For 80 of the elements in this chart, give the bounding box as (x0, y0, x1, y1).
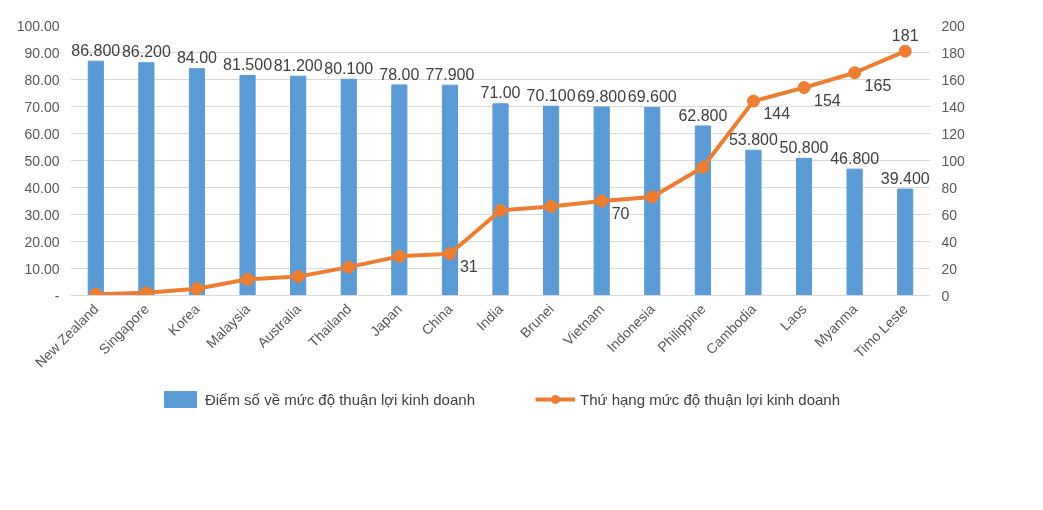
point (241, 272, 255, 286)
bar (543, 105, 560, 296)
y-tick-label: 30.00 (24, 206, 60, 223)
point (645, 190, 659, 204)
bar (87, 60, 104, 296)
data-label: 46.800 (830, 149, 880, 167)
bar (340, 78, 357, 296)
y-tick-label: 80.00 (24, 71, 60, 88)
y2-tick-label: 140 (941, 98, 966, 115)
data-label: 84.00 (176, 49, 218, 67)
point (898, 44, 912, 58)
point (746, 94, 760, 108)
data-label: 86.200 (121, 43, 171, 61)
y2-tick-label: 40 (941, 233, 958, 250)
y2-tick-label: 160 (941, 71, 966, 88)
data-label: 31 (459, 257, 478, 275)
bar (391, 84, 408, 296)
data-label: 53.800 (728, 130, 779, 148)
y2-tick-label: 20 (941, 260, 958, 277)
y-tick-label: - (54, 287, 60, 304)
bar (795, 157, 813, 296)
point (494, 203, 507, 217)
y2-tick-label: 120 (941, 125, 966, 142)
point (696, 160, 710, 174)
point (848, 66, 862, 80)
y2-tick-label: 60 (941, 206, 958, 223)
bar (694, 125, 711, 296)
y-tick-label: 40.00 (24, 179, 60, 196)
point (139, 286, 153, 296)
y-tick-label: 100.00 (16, 17, 60, 34)
data-label: 78.00 (379, 65, 420, 83)
data-label: 70.100 (526, 86, 576, 104)
point (342, 260, 356, 274)
data-label: 39.400 (880, 169, 930, 187)
bar (290, 75, 307, 296)
point (291, 270, 305, 284)
point (797, 81, 811, 95)
data-label: 62.800 (678, 106, 728, 124)
bar (897, 188, 914, 296)
y-tick-label: 20.00 (24, 233, 60, 250)
data-label: 165 (864, 76, 892, 94)
bar (846, 168, 863, 296)
point (443, 247, 457, 261)
y-tick-label: 50.00 (24, 152, 60, 169)
data-label: 144 (763, 105, 791, 123)
y-tick-label: 90.00 (24, 44, 60, 61)
data-label: 77.900 (425, 65, 475, 83)
bar (492, 103, 509, 296)
bar (745, 149, 762, 296)
bar (644, 107, 661, 296)
data-label: 181 (891, 27, 919, 45)
legend-label: Điểm số về mức độ thuận lợi kinh doanh (204, 390, 475, 408)
y2-tick-label: 0 (941, 287, 950, 304)
bar (239, 74, 256, 296)
legend-label: Thứ hạng mức độ thuận lợi kinh doanh (579, 390, 841, 408)
y2-tick-label: 200 (941, 17, 966, 34)
y2-tick-label: 100 (941, 152, 966, 169)
data-label: 80.100 (324, 59, 374, 77)
y-tick-label: 70.00 (24, 98, 60, 115)
data-label: 154 (814, 91, 841, 109)
bar (188, 68, 206, 296)
point (595, 194, 609, 208)
bar (138, 62, 155, 296)
point (392, 249, 406, 263)
y-tick-label: 10.00 (24, 260, 60, 277)
data-label: 81.500 (223, 56, 273, 74)
data-label: 50.800 (779, 138, 829, 156)
bar (441, 84, 458, 296)
bar (593, 106, 610, 296)
data-label: 69.600 (627, 88, 677, 106)
data-label: 69.800 (577, 87, 627, 105)
data-label: 71.00 (480, 84, 521, 102)
data-label: 86.800 (71, 41, 121, 59)
data-label: 81.200 (273, 56, 323, 74)
point (190, 282, 204, 296)
y2-tick-label: 80 (941, 179, 958, 196)
point (544, 199, 558, 213)
y2-tick-label: 180 (941, 44, 966, 61)
y-tick-label: 60.00 (24, 125, 60, 142)
data-label: 70 (611, 205, 630, 222)
